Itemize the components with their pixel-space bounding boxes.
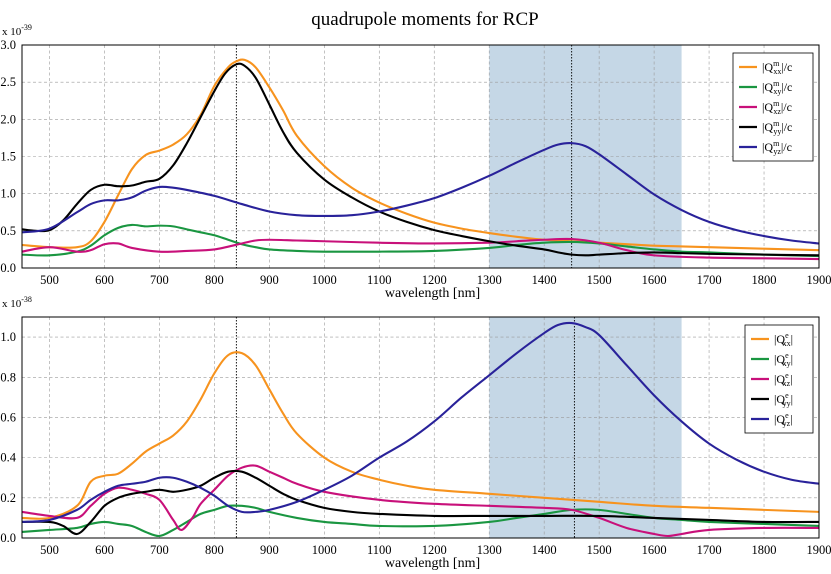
p0-series-line-yy — [22, 62, 819, 257]
p1-legend-label-xz: |Qe xz| — [774, 371, 793, 388]
p1-x-axis-label: wavelength [nm] — [385, 556, 480, 571]
p0-x-tick-label-13: 1800 — [752, 273, 777, 287]
p0-y-tick-label-2: 1.0 — [0, 187, 16, 201]
p1-series-line-xz — [22, 464, 819, 538]
p1-legend: |Qe xx| |Qe xy| |Qe xz| |Qe yy| |Qe yz| — [744, 324, 814, 434]
p1-series-line-yz — [22, 321, 819, 523]
p0-legend-label-xz: |Qm xz|/c — [762, 99, 792, 116]
p1-scale-factor-label: x 10-38 — [2, 295, 32, 310]
p0-x-tick-label-5: 1000 — [312, 273, 337, 287]
p0-y-tick-label-3: 1.5 — [0, 150, 16, 164]
p0-series-line-xz — [22, 237, 819, 261]
p1-y-tick-label-0: 0.0 — [0, 531, 16, 545]
p0-series-line-xy — [22, 223, 819, 258]
p0-x-axis-label: wavelength [nm] — [385, 286, 480, 301]
p0-x-tick-label-4: 900 — [260, 273, 279, 287]
p1-plot-frame — [21, 316, 820, 539]
p1-x-tick-label-7: 1200 — [422, 543, 447, 557]
p1-x-tick-label-9: 1400 — [532, 543, 557, 557]
p1-legend-label-yz: |Qe yz| — [774, 411, 793, 428]
p0-legend-label-yy: |Qm yy|/c — [762, 119, 792, 136]
p0-legend-label-xx: |Qm xx|/c — [762, 59, 792, 76]
p1-y-tick-label-2: 0.4 — [0, 451, 16, 465]
p0-x-tick-label-10: 1500 — [587, 273, 612, 287]
p1-x-tick-label-3: 800 — [205, 543, 224, 557]
p0-scale-factor-label: x 10-39 — [2, 23, 32, 38]
p1-series-line-xy — [22, 504, 819, 538]
p1-series-line-yy — [22, 469, 819, 536]
p0-legend-label-yz: |Qm yz|/c — [762, 139, 792, 156]
p0-x-tick-label-7: 1200 — [422, 273, 447, 287]
p1-x-tick-label-6: 1100 — [367, 543, 392, 557]
p1-x-tick-label-11: 1600 — [642, 543, 667, 557]
p1-x-tick-label-14: 1900 — [807, 543, 831, 557]
p0-x-tick-label-14: 1900 — [807, 273, 831, 287]
p1-series-line-xx — [22, 351, 819, 520]
p1-legend-label-xx: |Qe xx| — [774, 331, 793, 348]
p1-x-tick-label-4: 900 — [260, 543, 279, 557]
p0-legend: |Qm xx|/c |Qm xy|/c |Qm xz|/c |Qm yy|/c |Qm yz|/c — [732, 52, 814, 162]
p0-x-tick-label-2: 700 — [150, 273, 169, 287]
p1-y-tick-label-1: 0.2 — [0, 491, 16, 505]
p0-x-tick-label-9: 1400 — [532, 273, 557, 287]
p1-x-tick-label-2: 700 — [150, 543, 169, 557]
p0-legend-label-xy: |Qm xy|/c — [762, 79, 792, 96]
p0-series-line-xx — [22, 58, 819, 252]
bottom-chart-panel: 500 600 700 800 900 1000 1100 1200 1300 1400 1500 1… — [0, 295, 831, 571]
p1-y-tick-label-3: 0.6 — [0, 410, 16, 424]
top-chart-panel: 500 600 700 800 900 1000 1100 1200 1300 1400 1500 1… — [0, 23, 831, 301]
p1-x-tick-label-13: 1800 — [752, 543, 777, 557]
p0-series-line-yz — [22, 142, 819, 245]
p0-x-tick-label-12: 1700 — [697, 273, 722, 287]
p0-x-tick-label-6: 1100 — [367, 273, 392, 287]
p1-y-tick-label-5: 1.0 — [0, 330, 16, 344]
p0-x-tick-label-3: 800 — [205, 273, 224, 287]
p0-y-tick-label-0: 0.0 — [0, 261, 16, 275]
p0-y-tick-label-1: 0.5 — [0, 224, 16, 238]
p1-x-tick-label-5: 1000 — [312, 543, 337, 557]
p1-x-tick-label-0: 500 — [40, 543, 59, 557]
p0-x-tick-label-0: 500 — [40, 273, 59, 287]
p0-x-tick-label-1: 600 — [95, 273, 114, 287]
p0-y-tick-label-5: 2.5 — [0, 75, 16, 89]
p1-x-tick-label-12: 1700 — [697, 543, 722, 557]
p0-x-tick-label-8: 1300 — [477, 273, 502, 287]
p1-x-tick-label-1: 600 — [95, 543, 114, 557]
figure-title: quadrupole moments for RCP — [311, 9, 538, 30]
p0-y-tick-label-6: 3.0 — [0, 38, 16, 52]
p1-y-tick-label-4: 0.8 — [0, 370, 16, 384]
p0-y-tick-label-4: 2.0 — [0, 112, 16, 126]
p1-x-tick-label-8: 1300 — [477, 543, 502, 557]
p1-legend-label-yy: |Qe yy| — [774, 391, 793, 408]
p0-plot-frame — [21, 44, 820, 269]
p1-legend-label-xy: |Qe xy| — [774, 351, 793, 368]
p0-x-tick-label-11: 1600 — [642, 273, 667, 287]
p1-x-tick-label-10: 1500 — [587, 543, 612, 557]
